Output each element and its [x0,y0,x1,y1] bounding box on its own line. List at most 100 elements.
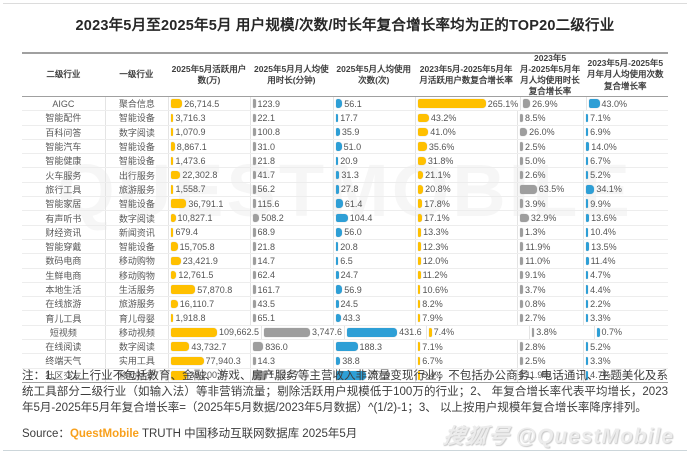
data-bar-label: 21.8 [257,155,276,166]
cell-data-bar: 8.5% [517,111,582,125]
data-bar-label: 7.1% [590,112,611,123]
data-bar [585,270,589,280]
data-bar [335,285,343,294]
data-bar-label: 43.0% [601,98,628,109]
cell-secondary-industry: 社区交友 [45,370,82,381]
data-bar-label: 17.7 [340,112,358,123]
table-row: 数码电商 移动购物 23,421.9 14.7 6.5 12.0% 11.0% 11.4% [22,254,668,269]
cell-data-bar: 2.7% [517,311,582,325]
data-bar-label: 3.8% [536,327,557,338]
data-bar-label: 77,940.3 [205,355,241,366]
cell-data-bar: 3.7% [517,282,582,297]
source-line: Source：QuestMobile TRUTH 中国移动互联网数据库 2025… [22,425,357,441]
table-row: 社区交友 移动社交 39,200.9 1,122.7 257.9 5.4% 11.9% 4.7… [22,368,668,382]
data-bar [170,371,188,380]
data-bar [253,213,260,223]
data-bar [417,228,422,237]
data-bar-label: 2.6% [524,170,546,181]
cell-secondary-industry: 智能配件 [45,113,82,124]
table-row: 旅行工具 旅游服务 1,558.7 56.2 27.8 20.8% 63.5% 34.1% [22,182,668,198]
data-bar-label: 679.4 [175,227,199,238]
cell-primary-industry: 智能设备 [104,197,168,211]
cell-data-bar: 4.7% [582,368,668,382]
data-bar [335,213,348,223]
cell-data-bar: 2.6% [517,168,582,182]
cell-secondary-industry: 短视频 [49,327,77,338]
data-bar-label: 5.2% [590,341,611,352]
cell-data-bar: 21.1% [414,168,518,182]
data-bar-label: 39,200.9 [189,370,225,381]
table-row: 短视频 移动视频 109,662.5 3,747.6 431.6 7.4% 3.8% 0.7% [22,325,668,341]
data-bar [253,170,256,180]
data-bar-label: 31.3 [341,170,359,181]
data-bar [520,342,523,351]
data-bar [520,270,523,280]
cell-data-bar: 31.3 [332,168,415,182]
data-bar [520,213,529,223]
cell-primary-industry: 实用工具 [104,354,168,368]
column-header: 2025年5月人均使用次数(次) [336,63,412,85]
data-bar-label: 100.8 [257,127,281,138]
data-bar [520,127,528,137]
data-bar [417,313,421,323]
data-bar [335,270,339,280]
data-bar [335,371,366,380]
data-bar-label: 5.4% [422,370,443,381]
cell-data-bar: 2.2% [582,297,668,311]
data-bar-label: 1,122.7 [268,370,299,381]
data-bar [520,371,524,380]
data-bar-label: 8,867.1 [176,141,207,152]
data-bar [585,228,589,237]
table-row: 智能穿戴 智能设备 15,705.8 21.8 20.8 12.3% 11.9% 13.5% [22,239,668,255]
cell-data-bar: 104.4 [332,211,415,225]
data-bar [253,285,256,294]
data-bar-label: 43.2% [430,112,457,123]
data-bar [585,185,595,194]
cell-data-bar: 3.3% [582,354,668,368]
data-bar-label: 7.9% [422,313,443,324]
data-bar [170,185,174,194]
cell-secondary-industry: 智能汽车 [45,142,82,153]
cell-data-bar: 100.8 [250,125,333,139]
cell-secondary-industry: 百科问答 [45,127,82,138]
data-bar [253,356,256,366]
top20-industry-table: 二级行业 一级行业 2025年5月活跃用户数(万) 2025年5月月人均使用时长(分钟… [22,52,668,383]
data-bar [520,113,523,123]
data-bar-label: 65.1 [257,313,276,324]
data-bar [170,328,217,337]
data-bar-label: 16,110.7 [179,298,215,309]
cell-data-bar: 2.5% [517,354,582,368]
cell-data-bar: 161.7 [250,282,333,297]
table-row: 在线旅游 旅游服务 16,110.7 43.5 24.5 8.2% 0.8% 2.2% [22,297,668,312]
data-bar-label: 22.1 [257,112,276,123]
data-bar [417,256,421,266]
data-bar-label: 1,558.7 [175,184,206,195]
data-bar-label: 35.6% [428,141,455,152]
cell-data-bar: 43.2% [414,111,518,125]
table-row: AIGC 聚合信息 26,714.5 123.9 56.1 265.1% 26.9% 43.0… [22,97,668,112]
cell-data-bar: 41.0% [414,125,518,139]
cell-data-bar: 8,867.1 [167,139,250,154]
cell-secondary-industry: AIGC [52,98,75,109]
cell-data-bar: 77,940.3 [167,354,250,368]
cell-data-bar: 2.8% [517,340,582,354]
data-bar-label: 62.4 [257,270,276,281]
cell-primary-industry: 旅游服务 [104,297,168,311]
data-bar-label: 2.8% [524,341,546,352]
data-bar [253,199,256,208]
data-bar [585,113,589,123]
data-bar [335,342,358,351]
source-prefix: Source： [22,428,70,440]
data-bar [588,99,600,108]
cell-data-bar: 14.0% [582,139,668,154]
cell-data-bar: 13.6% [582,211,668,225]
data-bar-label: 8.2% [422,298,443,309]
data-bar [585,371,589,380]
cell-secondary-industry: 终端天气 [45,356,82,367]
cell-primary-industry: 育儿母婴 [104,311,168,325]
column-header: 二级行业 [46,69,81,80]
cell-data-bar: 32.9% [517,211,582,225]
data-bar-label: 3.7% [524,284,546,295]
data-bar [170,342,190,351]
cell-primary-industry: 智能设备 [104,239,168,254]
